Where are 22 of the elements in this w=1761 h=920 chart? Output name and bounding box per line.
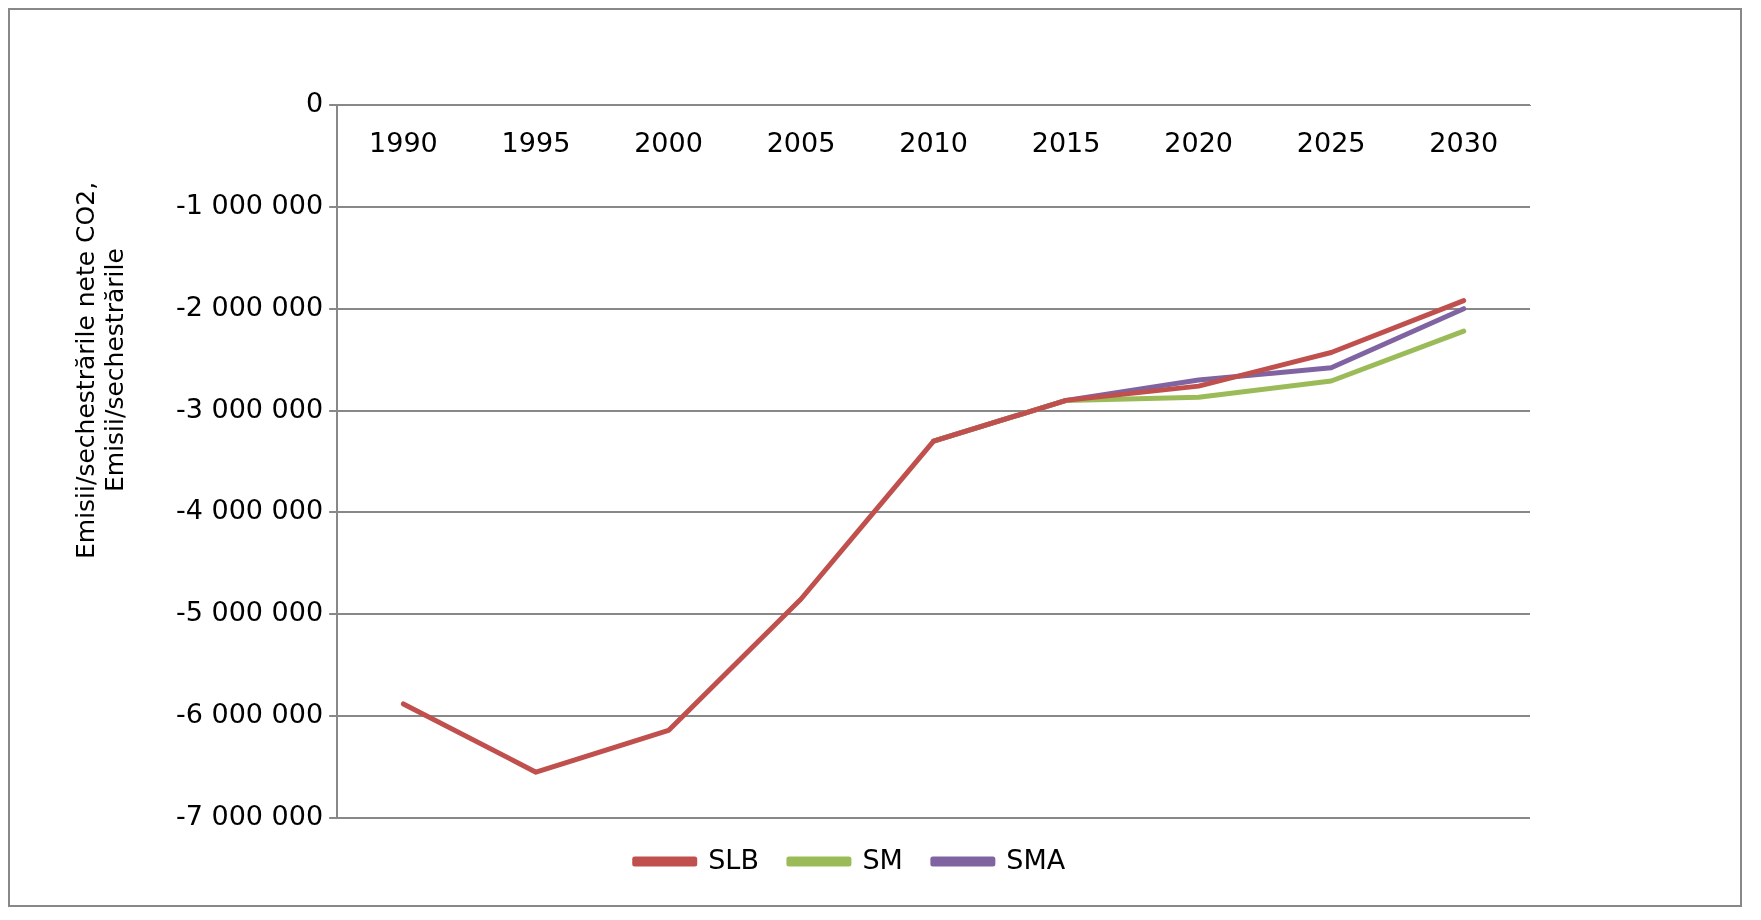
y-tick-label: -2 000 000 <box>176 290 324 322</box>
y-axis-title: Emisii/sechestrările nete CO2, <box>71 180 100 561</box>
x-tick-label: 2025 <box>1296 127 1366 159</box>
x-tick-label: 2010 <box>899 127 968 159</box>
x-tick-label: 1990 <box>369 127 438 159</box>
y-tick-label: 0 <box>305 87 324 119</box>
x-tick-label: 2030 <box>1429 127 1499 159</box>
y-tick-label: -7 000 000 <box>176 800 324 832</box>
legend-label: SMA <box>1006 843 1066 875</box>
legend-label: SM <box>862 843 903 875</box>
text: Emisii/sechestrările <box>100 247 129 494</box>
x-tick-label: 2020 <box>1164 127 1234 159</box>
x-tick-label: 2000 <box>634 127 703 159</box>
legend-label: SLB <box>708 843 759 875</box>
y-tick-label: -5 000 000 <box>176 596 324 628</box>
x-tick-label: 2015 <box>1031 127 1101 159</box>
y-tick-label: -1 000 000 <box>176 188 324 220</box>
y-tick-label: -6 000 000 <box>176 698 324 730</box>
x-tick-label: 2005 <box>766 127 836 159</box>
y-tick-label: -4 000 000 <box>176 494 324 526</box>
y-tick-label: -3 000 000 <box>176 392 324 424</box>
x-tick-label: 1995 <box>501 127 571 159</box>
